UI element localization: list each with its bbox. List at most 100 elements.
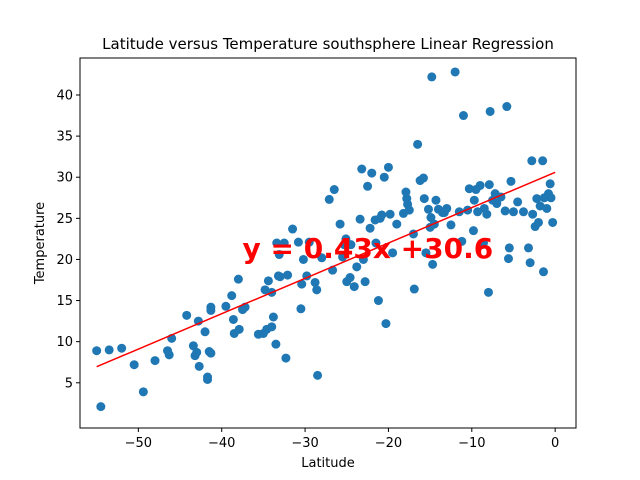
data-point <box>150 356 160 366</box>
data-point <box>538 156 548 166</box>
data-point <box>233 274 243 284</box>
x-tick-label: −30 <box>291 436 318 451</box>
x-tick-label: −20 <box>375 436 402 451</box>
data-point <box>392 219 402 229</box>
data-point <box>418 173 428 183</box>
y-tick-label: 35 <box>56 130 73 145</box>
data-point <box>138 387 148 397</box>
y-tick-label: 5 <box>65 376 73 391</box>
data-point <box>267 322 277 332</box>
data-point <box>288 224 298 234</box>
data-point <box>228 314 238 324</box>
data-point <box>324 194 334 204</box>
data-point <box>464 184 474 194</box>
data-point <box>385 209 395 219</box>
data-point <box>203 374 213 384</box>
x-tick-label: −40 <box>208 436 235 451</box>
data-point <box>367 168 377 178</box>
y-axis-ticks: 5 10 15 20 25 30 35 40 <box>56 89 80 391</box>
data-point <box>381 319 391 329</box>
y-tick-label: 40 <box>56 89 73 104</box>
data-point <box>296 304 306 314</box>
data-point <box>458 111 468 121</box>
y-axis-label: Temperature <box>33 202 48 285</box>
data-point <box>312 285 322 295</box>
data-point <box>548 217 558 227</box>
data-point <box>117 343 127 353</box>
data-point <box>317 253 327 263</box>
data-point <box>349 282 359 292</box>
data-point <box>263 276 273 286</box>
x-axis-ticks: −50 −40 −30 −20 −10 0 <box>125 428 559 451</box>
data-point <box>475 180 485 190</box>
scatter-points <box>92 67 558 412</box>
data-point <box>492 199 502 209</box>
data-point <box>484 180 494 190</box>
data-point <box>421 248 431 258</box>
data-point <box>401 187 411 197</box>
data-point <box>345 273 355 283</box>
y-tick-label: 15 <box>56 294 73 309</box>
data-point <box>96 402 106 412</box>
data-point <box>355 214 365 224</box>
data-point <box>104 345 114 355</box>
data-point <box>409 284 419 294</box>
data-point <box>468 226 478 236</box>
data-point <box>457 236 467 246</box>
data-point <box>268 312 278 322</box>
regression-line <box>96 171 556 368</box>
data-point <box>373 296 383 306</box>
data-point <box>503 254 513 264</box>
data-point <box>275 272 285 282</box>
data-point <box>483 287 493 297</box>
data-point <box>194 361 204 371</box>
data-point <box>92 346 102 356</box>
data-point <box>192 347 202 357</box>
x-tick-label: −10 <box>458 436 485 451</box>
data-point <box>427 72 437 82</box>
data-point <box>423 204 433 214</box>
data-point <box>271 339 281 349</box>
data-point <box>431 195 441 205</box>
data-point <box>298 254 308 264</box>
data-point <box>346 240 356 250</box>
y-tick-label: 25 <box>56 212 73 227</box>
data-point <box>221 301 231 311</box>
data-point <box>335 219 345 229</box>
data-point <box>182 310 192 320</box>
data-point <box>513 197 523 207</box>
data-point <box>428 259 438 269</box>
data-point <box>504 243 514 253</box>
data-point <box>363 181 373 191</box>
data-point <box>523 243 533 253</box>
data-point <box>482 209 492 219</box>
data-point <box>404 205 414 215</box>
data-point <box>525 258 535 268</box>
data-point <box>129 360 139 370</box>
chart-title: Latitude versus Temperature southsphere … <box>102 35 554 53</box>
data-point <box>473 207 483 217</box>
data-point <box>478 238 488 248</box>
data-point <box>500 206 510 216</box>
data-point <box>283 270 293 280</box>
data-point <box>293 237 303 247</box>
data-point <box>485 106 495 116</box>
data-point <box>313 370 323 380</box>
plot-frame <box>79 57 577 429</box>
data-point <box>164 350 174 360</box>
data-point <box>388 248 398 258</box>
data-point <box>352 262 362 272</box>
data-point <box>227 291 237 301</box>
data-point <box>310 277 320 287</box>
data-point <box>533 217 543 227</box>
data-point <box>206 305 216 315</box>
data-point <box>357 164 367 174</box>
data-point <box>413 139 423 149</box>
y-tick-label: 30 <box>56 171 73 186</box>
data-point <box>450 67 460 77</box>
regression-equation: y = 0.43x +30.6 <box>243 232 494 265</box>
data-point <box>419 194 429 204</box>
data-point <box>446 220 456 230</box>
data-point <box>274 250 284 260</box>
